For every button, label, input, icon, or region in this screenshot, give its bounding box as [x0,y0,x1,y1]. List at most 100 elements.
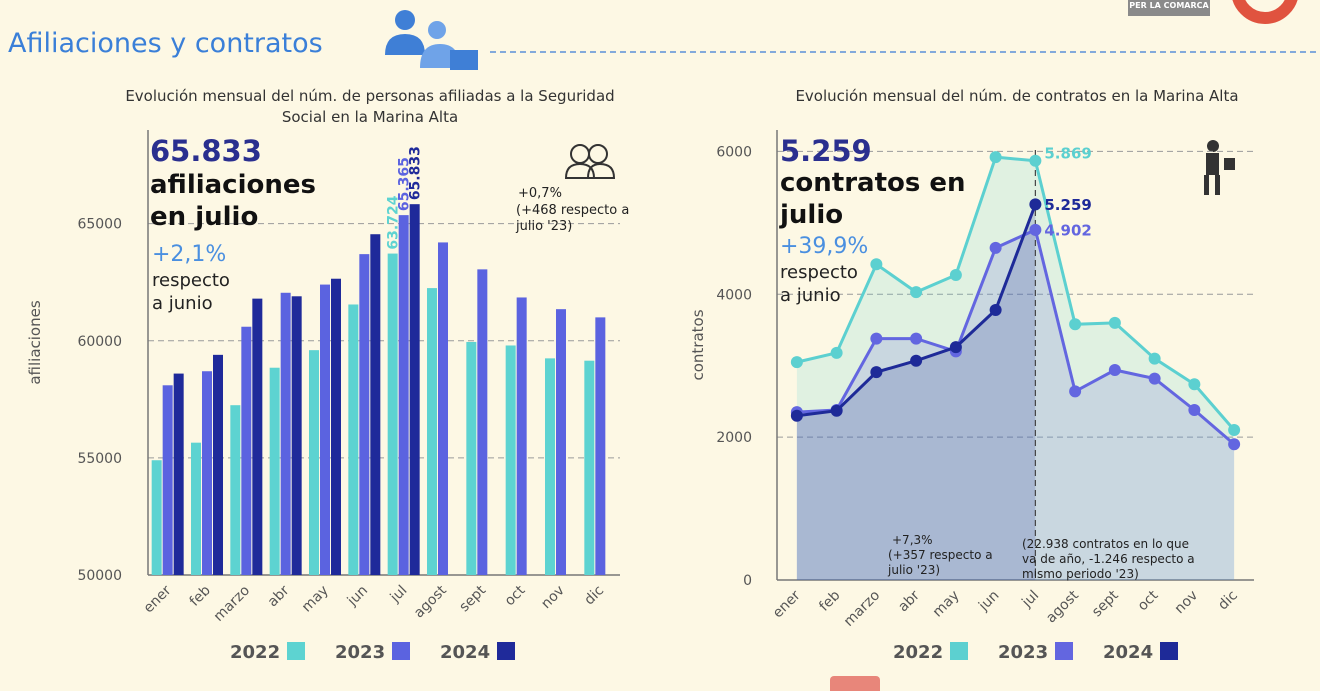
legend-label: 2024 [440,642,490,663]
value-label: 63.724 [386,195,402,249]
x-tick-label: marzo [841,588,883,630]
x-tick-label: nov [538,583,568,613]
point [1069,318,1082,331]
bar [398,215,409,575]
callout-change-text: respecto [152,270,230,291]
bar [348,304,359,575]
point [870,258,883,271]
point [790,409,803,422]
x-tick-label: may [299,583,332,616]
callout-number: 5.259 [780,134,872,168]
bar [241,326,252,575]
x-tick-label: jul [1018,588,1042,612]
legend-swatch [497,642,515,660]
x-tick-label: may [930,588,963,621]
value-label: 5.259 [1044,196,1091,214]
note: +7,3% [892,533,933,547]
bar [230,405,241,575]
note: julio '23) [888,563,941,577]
bar [252,298,263,575]
x-tick-label: feb [816,587,843,614]
bar [438,242,448,575]
bar [584,360,595,575]
point [1108,364,1121,376]
note: (22.938 contratos en lo que [1022,537,1190,551]
bar [409,204,420,575]
x-tick-label: jun [344,583,371,610]
note: julio '23) [516,219,573,234]
bar [370,234,381,575]
point [949,269,962,281]
point [1029,198,1042,211]
x-tick-label: dic [1215,588,1241,614]
value-label: 65.833 [408,146,424,200]
legend-label: 2024 [1103,642,1153,663]
x-tick-label: nov [1172,588,1202,618]
footer-icon [830,676,880,691]
badge: PER LA COMARCA [1129,1,1209,10]
point [1188,378,1201,391]
point [949,341,962,354]
y-tick-label: 50000 [77,568,122,584]
x-tick-label: agost [1043,587,1082,626]
legend-label: 2022 [230,642,280,663]
chart-title: Evolución mensual del núm. de personas a… [125,87,615,126]
bar [173,373,184,575]
callout-text: afiliaciones [150,170,316,200]
x-tick-label: marzo [211,583,253,625]
x-tick-label: ener [770,587,804,621]
bar [556,309,566,575]
callout-text: en julio [150,202,259,232]
chart-title: Evolución mensual del núm. de contratos … [795,87,1239,105]
y-tick-label: 6000 [716,144,752,160]
note: va de año, -1.246 respecto a [1022,552,1195,566]
value-label: 65.365 [397,157,413,211]
bar [213,354,223,575]
x-tick-label: abr [895,587,923,615]
note: (+357 respecto a [888,548,993,562]
bar [359,254,370,575]
x-tick-label: ener [141,582,175,616]
area [796,229,1235,580]
x-tick-label: jun [975,588,1002,615]
bar [162,385,173,575]
x-tick-label: feb [187,582,214,609]
worker-icon [1204,140,1235,195]
line [796,155,1236,431]
y-tick-label: 60000 [77,334,122,350]
point [1148,372,1161,385]
point [1148,352,1161,365]
point [1188,404,1201,416]
value-label: 4.902 [1044,221,1091,239]
callout-change-text: a junio [152,293,213,314]
value-label: 5.869 [1044,144,1091,162]
legend-swatch [392,642,410,660]
legend-swatch [1055,642,1073,660]
group-icon [564,144,616,179]
point [910,332,923,345]
y-axis-label: contratos [689,309,707,380]
callout-change: +39,9% [780,234,869,259]
point [830,404,843,417]
logo [1232,0,1298,24]
x-tick-label: agost [411,582,450,621]
bar [505,345,516,575]
bar [280,292,291,575]
point [989,304,1002,316]
point [1029,223,1042,236]
area [796,157,1235,580]
point [910,286,923,299]
point [1228,424,1241,436]
callout-text: contratos en [780,168,966,198]
bar [545,358,555,575]
point [1228,438,1241,451]
legend-label: 2023 [335,642,385,663]
y-tick-label: 65000 [77,217,122,233]
point [870,366,883,379]
bar [466,341,477,575]
bar [151,460,162,575]
legend-swatch [1160,642,1178,660]
bar [516,297,527,575]
x-tick-label: abr [265,582,293,610]
